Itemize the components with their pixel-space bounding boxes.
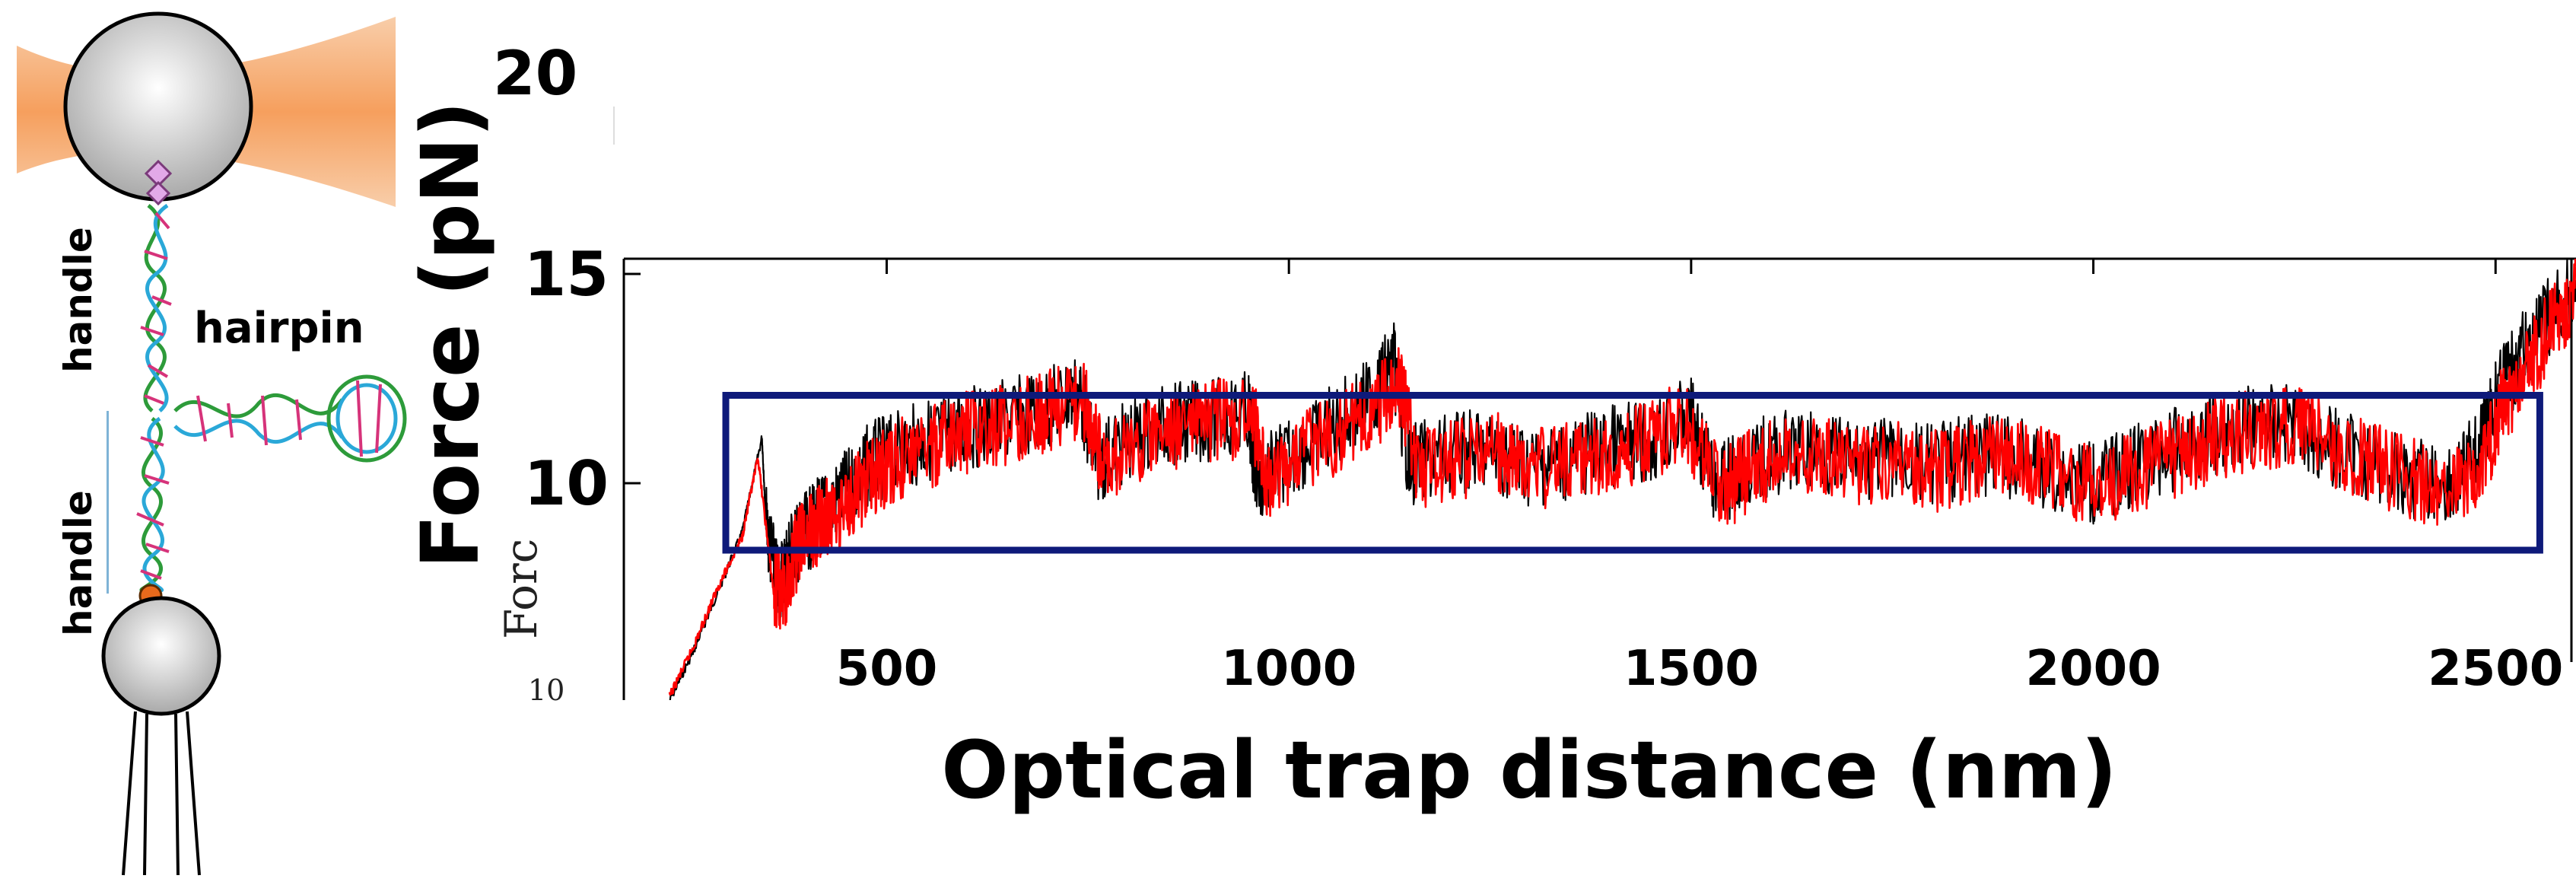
annotation-layer bbox=[722, 392, 2543, 554]
dna-handle-top bbox=[140, 203, 172, 412]
force-chart: 10 Forc 500 1000 1500 2000 2500 10 15 20 Forc… bbox=[404, 38, 2576, 817]
tick-layer bbox=[624, 259, 2497, 485]
bottom-bead bbox=[101, 596, 221, 716]
highlight-rectangle-0 bbox=[722, 392, 2543, 554]
label-hairpin: hairpin bbox=[194, 304, 364, 353]
bg-y-tick: 10 bbox=[528, 673, 564, 707]
axes-frame bbox=[622, 257, 2576, 700]
series-layer bbox=[668, 259, 2576, 700]
dna-handle-bottom bbox=[136, 416, 170, 593]
dig-marker-2 bbox=[145, 180, 171, 206]
y-tick-20: 20 bbox=[493, 38, 577, 109]
y-axis-label: Force (pN) bbox=[404, 101, 497, 569]
x-tick-label-1500: 1500 bbox=[1624, 641, 1759, 697]
hairpin-structure bbox=[173, 374, 407, 463]
micropipette bbox=[122, 711, 201, 876]
series-trace-0 bbox=[669, 259, 2576, 700]
x-tick-labels: 500 1000 1500 2000 2500 bbox=[836, 641, 2564, 697]
bg-axis-label: Forc bbox=[495, 539, 547, 639]
y-tick-labels: 10 15 bbox=[524, 239, 609, 519]
label-handle-top: handle bbox=[56, 227, 100, 373]
x-tick-label-500: 500 bbox=[836, 641, 938, 697]
x-tick-label-2500: 2500 bbox=[2428, 641, 2563, 697]
x-axis-label: Optical trap distance (nm) bbox=[941, 724, 2117, 817]
x-tick-label-1000: 1000 bbox=[1221, 641, 1356, 697]
tweezers-schematic: handle hairpin handle bbox=[17, 11, 407, 876]
x-tick-label-2000: 2000 bbox=[2026, 641, 2161, 697]
label-handle-bottom: handle bbox=[56, 490, 100, 636]
y-tick-label-10: 10 bbox=[524, 448, 609, 519]
y-tick-label-15: 15 bbox=[524, 239, 609, 310]
handle-gap-line bbox=[107, 411, 109, 594]
series-trace-1 bbox=[668, 259, 2576, 696]
